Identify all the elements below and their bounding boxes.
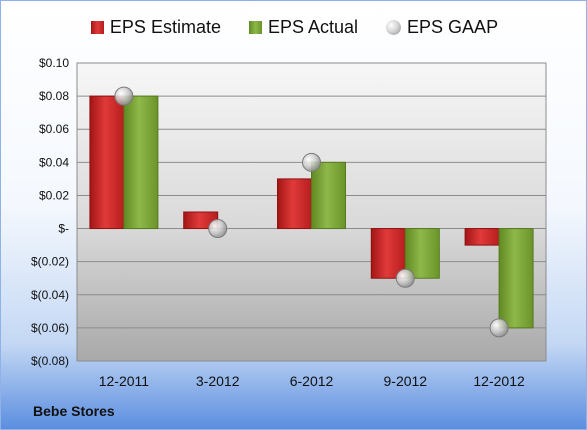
bar-eps-estimate (370, 228, 406, 279)
bar-eps-estimate (277, 178, 312, 230)
y-tick-label: $- (58, 222, 69, 236)
x-tick-label: 12-2012 (473, 373, 525, 389)
actual-swatch-icon (248, 21, 262, 34)
legend-item-actual: EPS Actual (248, 17, 359, 38)
company-name: Bebe Stores (33, 403, 115, 419)
legend: EPS Estimate EPS Actual EPS GAAP (1, 17, 586, 38)
marker-eps-gaap (395, 268, 415, 288)
bar-eps-actual (498, 228, 534, 329)
x-tick-label: 12-2011 (99, 373, 150, 389)
y-tick-label: $(0.06) (31, 321, 69, 335)
marker-eps-gaap (114, 86, 134, 106)
gaap-markers (114, 86, 509, 338)
bar-eps-actual (404, 228, 440, 279)
bar-eps-estimate (89, 95, 125, 230)
legend-label-actual: EPS Actual (267, 17, 359, 37)
marker-eps-gaap (208, 219, 228, 239)
y-tick-label: $(0.08) (31, 354, 69, 368)
bar-eps-actual (311, 161, 346, 230)
y-tick-label: $0.02 (39, 188, 69, 202)
bar-eps-actual (123, 95, 159, 230)
y-tick-label: $0.04 (39, 155, 69, 169)
x-axis-ticks: 12-2011 3-2012 6-2012 9-2012 12-2012 (99, 373, 525, 389)
estimate-swatch-icon (90, 21, 104, 34)
y-tick-label: $(0.04) (31, 288, 69, 302)
x-tick-label: 6-2012 (290, 373, 334, 389)
x-tick-label: 3-2012 (196, 373, 240, 389)
y-tick-label: $0.10 (39, 56, 69, 70)
bar-eps-estimate (464, 228, 500, 246)
gaap-ball-icon (386, 20, 402, 35)
legend-label-gaap: EPS GAAP (407, 17, 499, 37)
x-tick-label: 9-2012 (384, 373, 428, 389)
marker-eps-gaap (302, 152, 321, 172)
legend-label-estimate: EPS Estimate (109, 17, 221, 37)
legend-item-estimate: EPS Estimate (90, 17, 221, 38)
legend-item-gaap: EPS GAAP (386, 17, 498, 38)
y-axis-ticks: $0.10 $0.08 $0.06 $0.04 $0.02 $- $(0.02) $(0.04… (31, 56, 69, 368)
y-tick-label: $0.08 (39, 89, 69, 103)
y-tick-label: $(0.02) (31, 255, 69, 269)
y-tick-label: $0.06 (39, 122, 69, 136)
marker-eps-gaap (489, 318, 509, 338)
